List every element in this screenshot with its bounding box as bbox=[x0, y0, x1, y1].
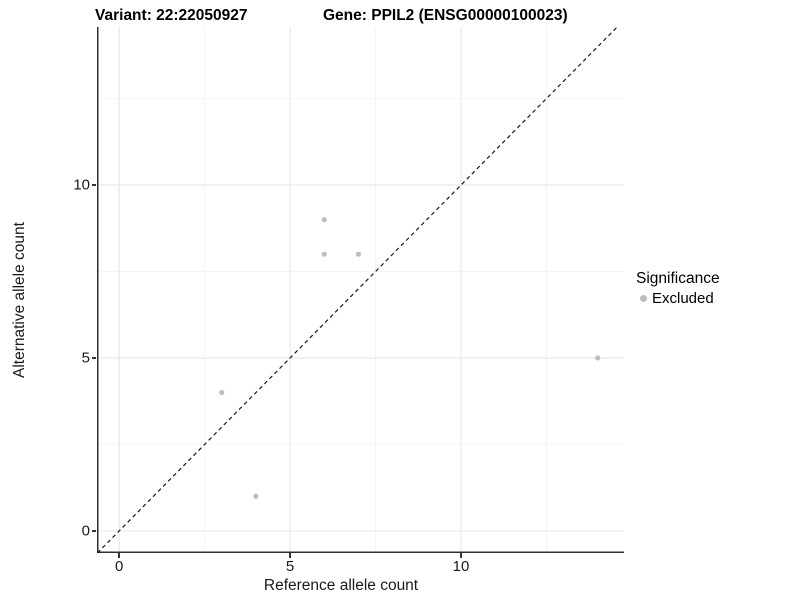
identity-line bbox=[97, 27, 618, 553]
legend: Significance Excluded bbox=[636, 270, 720, 307]
data-point bbox=[595, 355, 601, 361]
legend-item: Excluded bbox=[636, 290, 720, 307]
x-tick-mark bbox=[289, 553, 291, 558]
data-point bbox=[219, 389, 225, 396]
y-axis-label: Alternative allele count bbox=[11, 222, 28, 378]
plot-title-gene: Gene: PPIL2 (ENSG00000100023) bbox=[323, 7, 568, 24]
x-tick-label: 5 bbox=[285, 558, 295, 575]
y-tick-mark bbox=[91, 357, 96, 359]
y-tick-mark bbox=[91, 530, 96, 532]
legend-items: Excluded bbox=[636, 290, 720, 307]
x-tick-label: 10 bbox=[452, 558, 470, 575]
legend-item-label: Excluded bbox=[652, 290, 714, 307]
x-tick-label: 0 bbox=[115, 558, 124, 575]
y-tick-label: 5 bbox=[81, 349, 90, 367]
legend-point-icon bbox=[640, 295, 647, 302]
y-tick-label: 10 bbox=[73, 176, 90, 194]
plot-panel bbox=[97, 27, 624, 553]
legend-title: Significance bbox=[636, 270, 720, 287]
data-point bbox=[321, 251, 327, 257]
y-tick-mark bbox=[91, 184, 96, 186]
x-tick-mark bbox=[118, 553, 120, 558]
x-axis-label: Reference allele count bbox=[263, 577, 419, 594]
data-point bbox=[321, 217, 327, 223]
data-point bbox=[253, 493, 259, 499]
data-point bbox=[355, 251, 362, 257]
plot-title-variant: Variant: 22:22050927 bbox=[95, 7, 248, 24]
x-tick-mark bbox=[460, 553, 462, 558]
y-tick-label: 0 bbox=[81, 522, 90, 540]
